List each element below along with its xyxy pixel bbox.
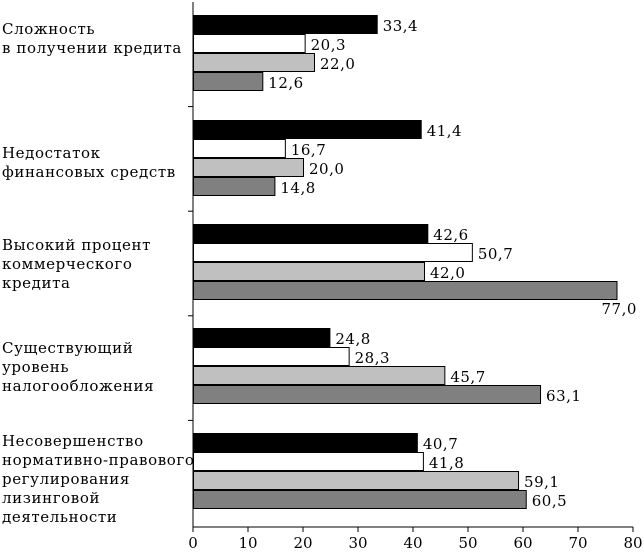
x-tick-label-8: 80 (623, 534, 642, 549)
bar-1-3 (193, 177, 276, 196)
value-label-0-0: 33,4 (383, 17, 418, 35)
category-label-2: Высокий процент коммерческого кредита (2, 236, 151, 292)
value-label-3-3: 63,1 (546, 387, 581, 405)
bar-3-2 (193, 366, 446, 385)
bar-2-2 (193, 262, 425, 281)
category-label-1: Недостаток финансовых средств (2, 144, 176, 181)
bar-1-2 (193, 158, 304, 177)
value-label-0-1: 20,3 (311, 36, 346, 54)
x-tick-label-5: 50 (458, 534, 477, 549)
bar-4-0 (193, 433, 418, 452)
bar-2-3 (193, 281, 618, 300)
value-label-4-2: 59,1 (524, 473, 559, 491)
value-label-4-3: 60,5 (532, 492, 567, 510)
x-tick-label-7: 70 (568, 534, 587, 549)
x-tick-label-2: 20 (293, 534, 312, 549)
value-label-4-1: 41,8 (429, 454, 464, 472)
value-label-2-0: 42,6 (433, 226, 468, 244)
value-label-3-1: 28,3 (355, 349, 390, 367)
bar-3-3 (193, 385, 542, 404)
bar-0-1 (193, 34, 306, 53)
bar-4-1 (193, 452, 424, 471)
value-label-2-1: 50,7 (478, 245, 513, 263)
category-label-0: Сложность в получении кредита (2, 20, 182, 57)
bar-4-2 (193, 471, 520, 490)
value-label-1-3: 14,8 (280, 179, 315, 197)
x-tick-label-6: 60 (513, 534, 532, 549)
bar-2-0 (193, 224, 429, 243)
bar-0-2 (193, 53, 315, 72)
bar-3-1 (193, 347, 350, 366)
category-label-3: Существующий уровень налогообложения (2, 339, 155, 395)
value-label-4-0: 40,7 (423, 435, 458, 453)
value-label-0-2: 22,0 (320, 55, 355, 73)
bar-2-1 (193, 243, 473, 262)
value-label-2-3: 77,0 (602, 300, 637, 318)
value-label-3-2: 45,7 (450, 368, 485, 386)
x-tick-label-3: 30 (348, 534, 367, 549)
bar-0-0 (193, 15, 378, 34)
bar-4-3 (193, 490, 527, 509)
value-label-2-2: 42,0 (430, 264, 465, 282)
value-label-1-1: 16,7 (291, 141, 326, 159)
value-label-3-0: 24,8 (335, 330, 370, 348)
category-label-4: Несовершенство нормативно-правового регу… (2, 432, 195, 526)
value-label-1-2: 20,0 (309, 160, 344, 178)
x-tick-label-4: 40 (403, 534, 422, 549)
value-label-1-0: 41,4 (427, 122, 462, 140)
x-tick-label-1: 10 (238, 534, 257, 549)
value-label-0-3: 12,6 (268, 74, 303, 92)
bar-3-0 (193, 328, 331, 347)
bar-1-1 (193, 139, 286, 158)
x-tick-label-0: 0 (188, 534, 198, 549)
bar-0-3 (193, 72, 264, 91)
bar-1-0 (193, 120, 422, 139)
